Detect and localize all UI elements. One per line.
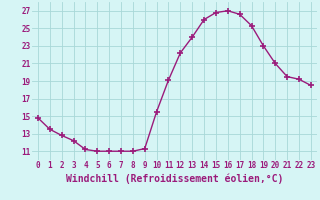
X-axis label: Windchill (Refroidissement éolien,°C): Windchill (Refroidissement éolien,°C) bbox=[66, 173, 283, 184]
